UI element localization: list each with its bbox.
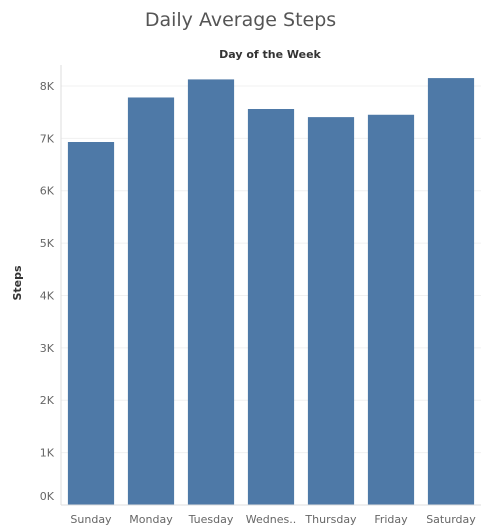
y-tick-label: 0K xyxy=(40,490,55,503)
y-tick-label: 7K xyxy=(40,132,55,145)
x-axis-labels: Sunday Monday Tuesday Wednes.. Thursday Frida… xyxy=(70,513,476,526)
bar-friday[interactable] xyxy=(367,114,415,505)
y-axis-label: Steps xyxy=(11,265,24,301)
x-tick-label: Tuesday xyxy=(188,513,234,526)
y-tick-label: 8K xyxy=(40,80,55,93)
bars xyxy=(67,78,475,506)
x-tick-label: Friday xyxy=(374,513,408,526)
bar-wednes[interactable] xyxy=(247,109,295,505)
y-tick-label: 4K xyxy=(40,289,55,302)
bar-sunday[interactable] xyxy=(67,142,115,505)
y-tick-label: 6K xyxy=(40,185,55,198)
y-axis-ticks: 0K 1K 2K 3K 4K 5K 6K 7K 8K xyxy=(40,80,55,503)
y-tick-label: 3K xyxy=(40,342,55,355)
bar-tuesday[interactable] xyxy=(187,79,235,506)
x-tick-label: Saturday xyxy=(426,513,476,526)
x-tick-label: Monday xyxy=(129,513,173,526)
chart-title: Daily Average Steps xyxy=(144,9,337,31)
column-header: Day of the Week xyxy=(219,48,321,61)
x-tick-label: Sunday xyxy=(70,513,112,526)
bar-monday[interactable] xyxy=(127,97,175,505)
x-tick-label: Wednes.. xyxy=(246,513,296,526)
bar-saturday[interactable] xyxy=(427,78,475,505)
y-tick-label: 5K xyxy=(40,237,55,250)
x-tick-label: Thursday xyxy=(304,513,357,526)
y-tick-label: 1K xyxy=(40,447,55,460)
y-tick-label: 2K xyxy=(40,394,55,407)
bar-thursday[interactable] xyxy=(307,117,355,505)
